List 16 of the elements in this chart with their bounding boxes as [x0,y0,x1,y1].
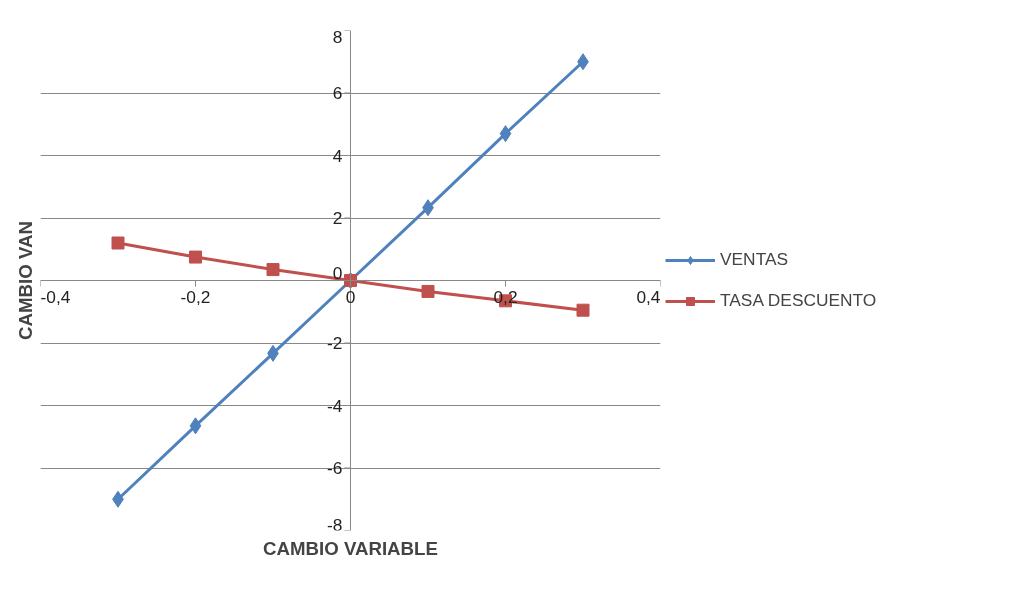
legend-label: TASA DESCUENTO [720,290,877,311]
y-tick-label: 4 [332,145,343,166]
x-tick-label: 0 [345,286,356,307]
legend-label: VENTAS [720,249,789,270]
y-tick-label: -6 [327,458,343,478]
x-tick-label: 0,4 [636,286,661,307]
x-tick-label: -0,4 [40,286,71,307]
y-axis-title: CAMBIO VAN [14,221,36,340]
y-tick-label: 2 [332,208,343,228]
y-tick-label: -4 [327,395,343,416]
y-tick-label: -2 [327,333,343,353]
x-axis-title: CAMBIO VARIABLE [263,537,438,559]
x-tick-label: -0,2 [180,286,211,307]
y-tick-label: -8 [327,514,343,535]
y-tick-label: 6 [332,83,343,103]
y-tick-label: 8 [332,26,343,47]
